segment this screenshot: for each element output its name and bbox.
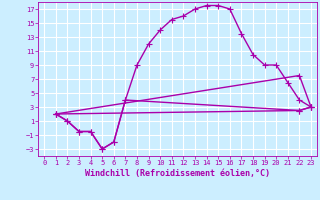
X-axis label: Windchill (Refroidissement éolien,°C): Windchill (Refroidissement éolien,°C) <box>85 169 270 178</box>
